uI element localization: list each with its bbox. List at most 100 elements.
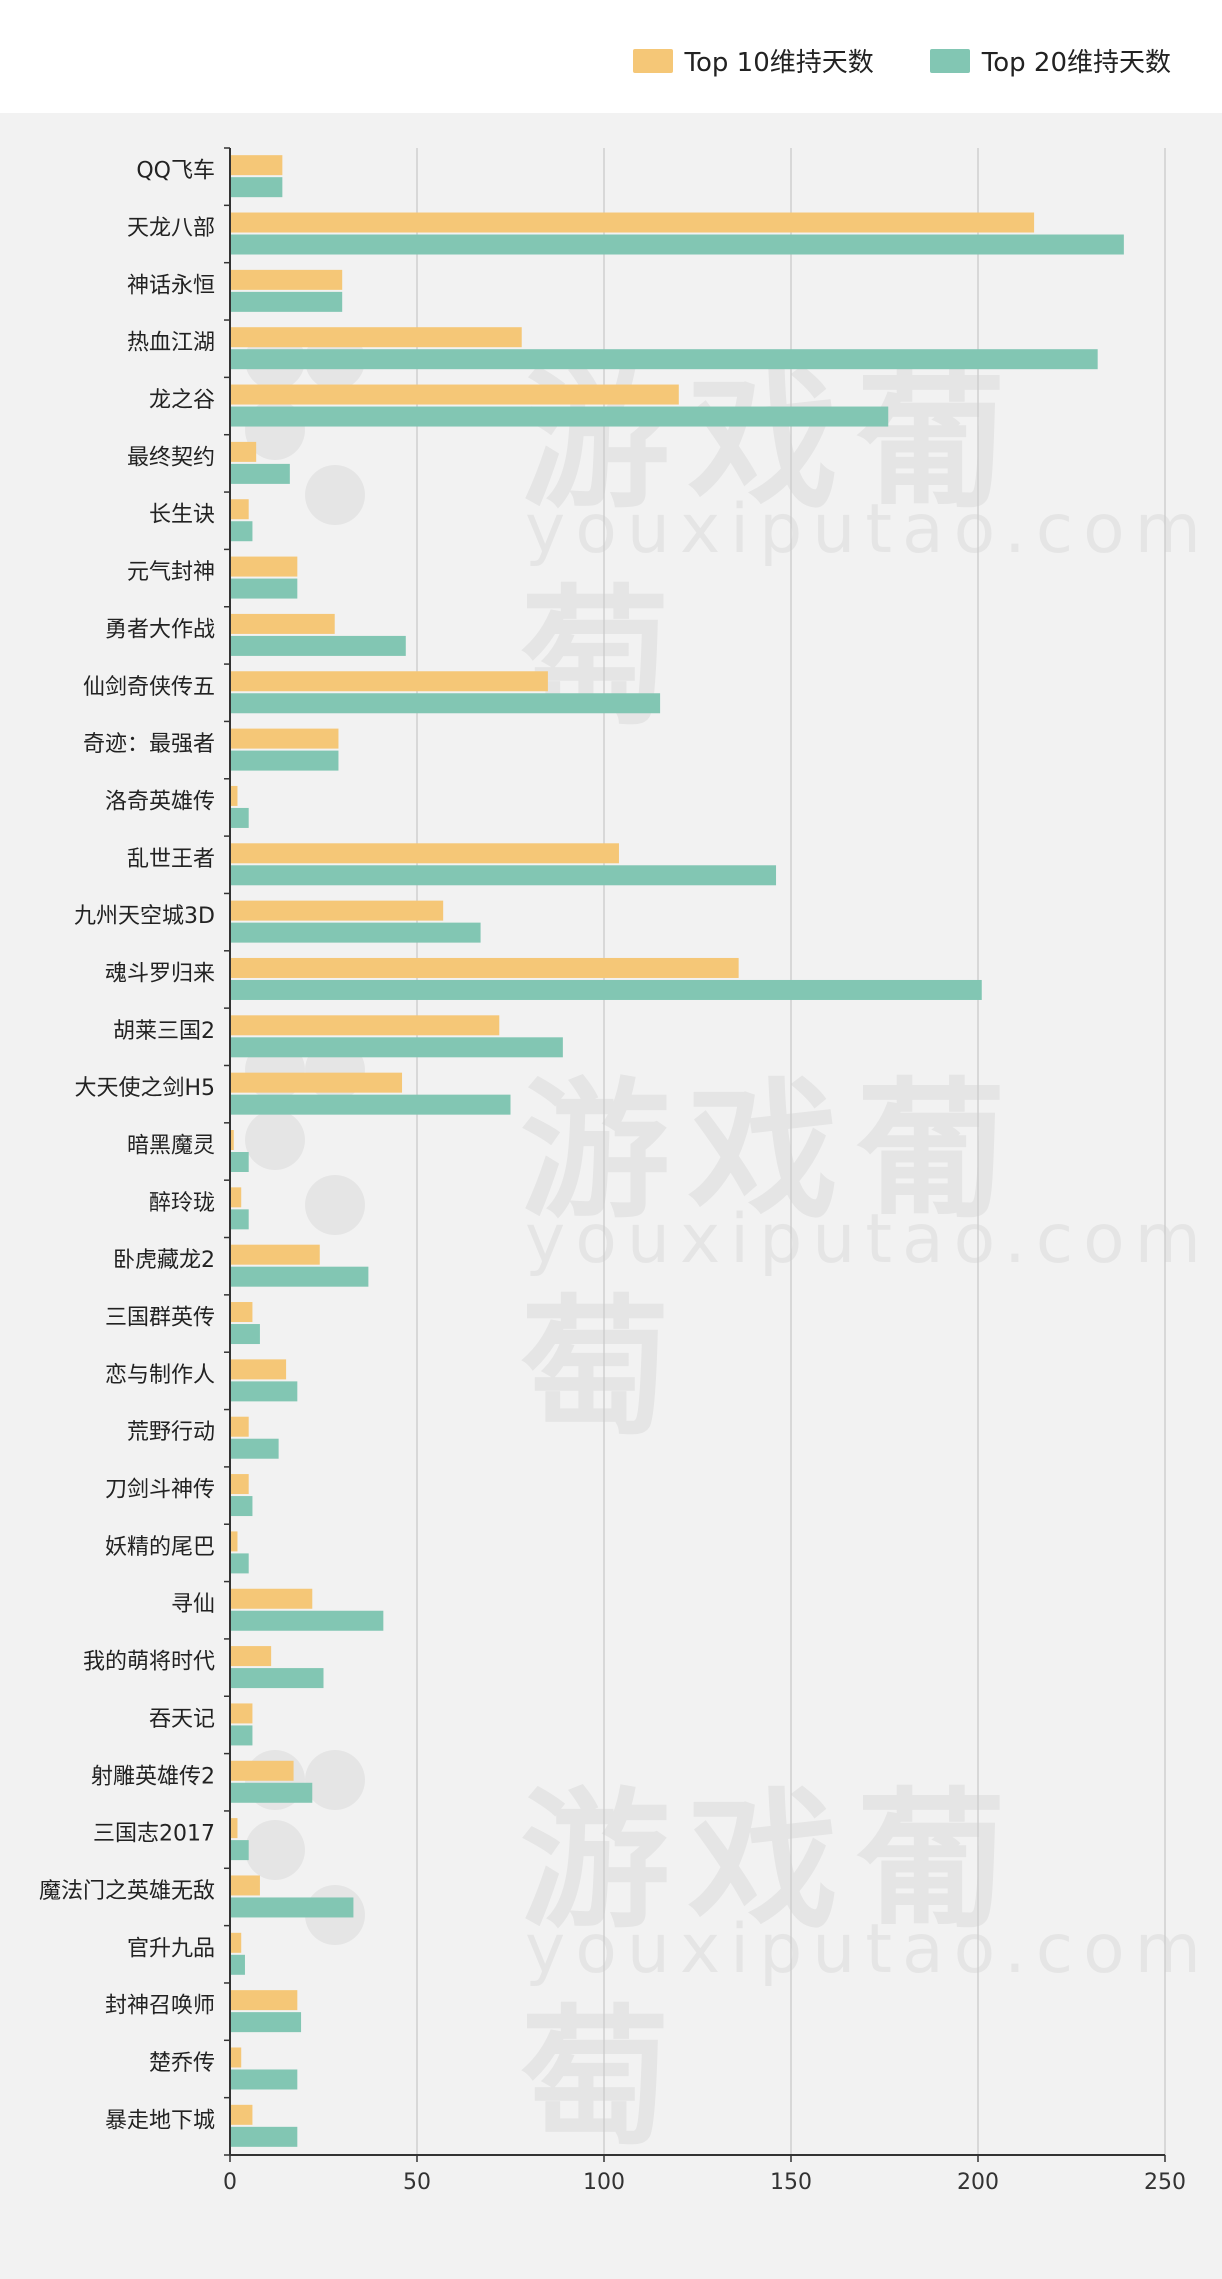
bar-top20[interactable] <box>230 1610 384 1631</box>
bar-top20[interactable] <box>230 750 339 771</box>
category-label: 乱世王者 <box>127 847 215 872</box>
bar-top20[interactable] <box>230 1209 249 1230</box>
bar-top20[interactable] <box>230 1438 279 1459</box>
category-label: 寻仙 <box>171 1592 215 1617</box>
category-label: 最终契约 <box>127 445 215 470</box>
bar-top20[interactable] <box>230 2069 298 2090</box>
x-tick-label: 250 <box>1144 2170 1186 2195</box>
bar-top20[interactable] <box>230 1381 298 1402</box>
category-label: 卧虎藏龙2 <box>113 1248 215 1273</box>
bar-top10[interactable] <box>230 269 343 290</box>
bar-top20[interactable] <box>230 2012 302 2033</box>
category-label: 神话永恒 <box>127 273 215 298</box>
bar-top20[interactable] <box>230 635 406 656</box>
bar-top20[interactable] <box>230 291 343 312</box>
category-label: 楚乔传 <box>149 2051 215 2076</box>
category-label: 龙之谷 <box>149 388 215 413</box>
bar-top10[interactable] <box>230 1359 287 1380</box>
category-label: 暗黑魔灵 <box>127 1134 215 1159</box>
category-label: 热血江湖 <box>127 331 215 356</box>
bar-top10[interactable] <box>230 499 249 520</box>
bar-top20[interactable] <box>230 349 1098 370</box>
bar-top10[interactable] <box>230 1416 249 1437</box>
bar-top20[interactable] <box>230 1152 249 1172</box>
legend: Top 10维持天数 Top 20维持天数 <box>632 42 1171 79</box>
bar-top20[interactable] <box>230 1094 511 1115</box>
bar-top20[interactable] <box>230 406 889 427</box>
category-label: 天龙八部 <box>127 216 215 241</box>
bar-top20[interactable] <box>230 463 290 484</box>
bar-top20[interactable] <box>230 578 298 599</box>
bar-top10[interactable] <box>230 1474 249 1495</box>
bar-top10[interactable] <box>230 155 283 176</box>
bar-top20[interactable] <box>230 1324 260 1345</box>
bar-top10[interactable] <box>230 1760 294 1781</box>
bar-top10[interactable] <box>230 1072 403 1093</box>
bar-top20[interactable] <box>230 1266 369 1287</box>
legend-label-top20: Top 20维持天数 <box>981 48 1171 78</box>
bar-top20[interactable] <box>230 1897 354 1918</box>
bar-top10[interactable] <box>230 2047 242 2068</box>
category-label: 魂斗罗归来 <box>105 961 215 986</box>
bar-top10[interactable] <box>230 1015 500 1036</box>
bar-top20[interactable] <box>230 807 249 828</box>
bar-top10[interactable] <box>230 2104 253 2125</box>
bar-top20[interactable] <box>230 177 283 198</box>
bar-top10[interactable] <box>230 327 522 348</box>
category-label: 荒野行动 <box>127 1420 215 1445</box>
bar-top10[interactable] <box>230 1302 253 1323</box>
bar-top10[interactable] <box>230 1646 272 1667</box>
bar-top20[interactable] <box>230 922 481 943</box>
category-label: 妖精的尾巴 <box>105 1535 215 1560</box>
bar-top10[interactable] <box>230 1244 320 1265</box>
bar-top20[interactable] <box>230 1840 249 1861</box>
bar-top10[interactable] <box>230 900 444 921</box>
x-tick-label: 100 <box>583 2170 625 2195</box>
category-label: 奇迹：最强者 <box>83 732 215 757</box>
category-label: 勇者大作战 <box>105 617 215 642</box>
x-tick-label: 200 <box>957 2170 999 2195</box>
bar-top20[interactable] <box>230 234 1124 255</box>
bar-top20[interactable] <box>230 1553 249 1574</box>
bar-top10[interactable] <box>230 957 739 978</box>
bar-top20[interactable] <box>230 979 982 1000</box>
category-label: 九州天空城3D <box>74 904 215 929</box>
bar-top20[interactable] <box>230 865 777 886</box>
bar-top10[interactable] <box>230 1703 253 1724</box>
bar-top10[interactable] <box>230 728 339 749</box>
bar-top10[interactable] <box>230 1187 242 1208</box>
bar-top20[interactable] <box>230 1782 313 1803</box>
bar-top20[interactable] <box>230 521 253 542</box>
bar-top10[interactable] <box>230 1588 313 1609</box>
category-label: 暴走地下城 <box>105 2108 215 2133</box>
category-label: QQ飞车 <box>136 159 215 184</box>
bar-top10[interactable] <box>230 1990 298 2011</box>
bar-top20[interactable] <box>230 2126 298 2147</box>
bar-top20[interactable] <box>230 1725 253 1746</box>
category-label: 射雕英雄传2 <box>91 1764 215 1789</box>
bar-top20[interactable] <box>230 1496 253 1517</box>
bar-top10[interactable] <box>230 1875 260 1896</box>
category-label: 魔法门之英雄无敌 <box>39 1879 215 1904</box>
category-label: 刀剑斗神传 <box>105 1478 215 1503</box>
category-label: 胡莱三国2 <box>113 1019 215 1044</box>
bar-top10[interactable] <box>230 441 257 462</box>
bar-top10[interactable] <box>230 1130 234 1150</box>
bar-top10[interactable] <box>230 556 298 577</box>
bar-top10[interactable] <box>230 613 335 634</box>
bar-top10[interactable] <box>230 384 679 405</box>
bar-top10[interactable] <box>230 1531 238 1552</box>
bar-top20[interactable] <box>230 1668 324 1689</box>
bar-top20[interactable] <box>230 693 661 714</box>
legend-item-top10[interactable]: Top 10维持天数 <box>632 42 874 79</box>
bar-top10[interactable] <box>230 843 619 864</box>
legend-item-top20[interactable]: Top 20维持天数 <box>929 42 1171 79</box>
bar-top20[interactable] <box>230 1037 563 1058</box>
bar-top10[interactable] <box>230 1818 238 1839</box>
bar-top10[interactable] <box>230 212 1035 233</box>
bar-top10[interactable] <box>230 671 548 692</box>
bar-top10[interactable] <box>230 1932 242 1953</box>
bar-top20[interactable] <box>230 1954 245 1975</box>
bar-top10[interactable] <box>230 785 238 806</box>
